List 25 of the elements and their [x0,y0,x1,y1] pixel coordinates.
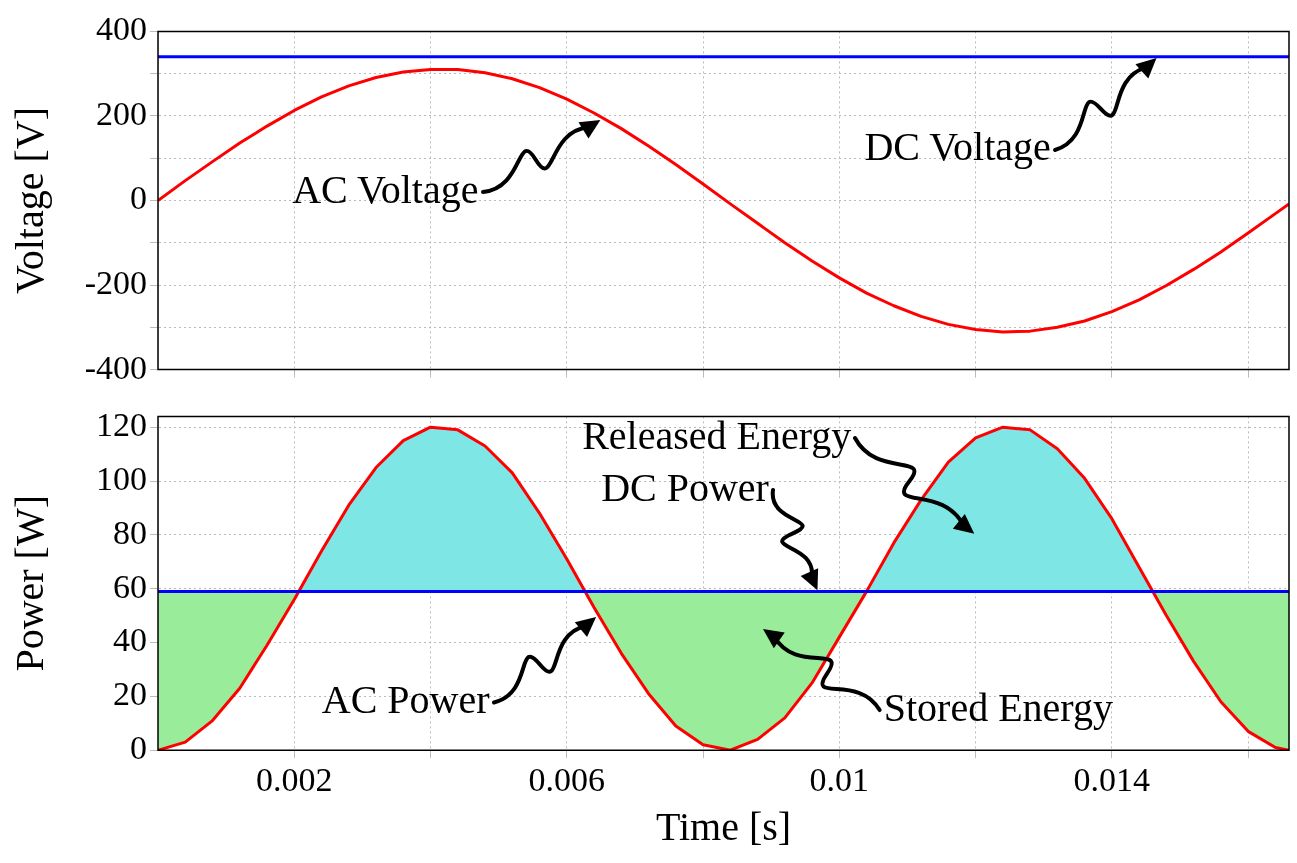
y-tick-label: 400 [96,10,147,48]
y-tick-label: 200 [96,94,147,132]
y-tick-label: 120 [96,406,147,444]
annotation: AC Voltage [292,166,479,212]
annotation: Stored Energy [883,684,1113,730]
x-tick-label: 0.002 [256,760,333,798]
x-tick-label: 0.006 [528,760,606,798]
y-tick-label: -200 [84,263,147,301]
y-tick-label: 0 [130,179,147,217]
x-tick-label: 0.01 [809,760,870,798]
annotation: Released Energy [582,412,852,458]
y-tick-label: 60 [113,567,147,605]
annotation: DC Voltage [864,124,1051,170]
y-axis-title: Voltage [V] [6,107,52,294]
y-tick-label: 0 [130,729,147,767]
y-tick-label: 80 [113,513,147,551]
x-axis-title: Time [s] [655,803,792,849]
y-tick-label: -400 [84,348,147,386]
annotation: AC Power [321,676,490,722]
annotation: DC Power [601,464,769,510]
y-tick-label: 40 [113,621,147,659]
y-tick-label: 20 [113,675,147,713]
x-tick-label: 0.014 [1073,760,1151,798]
y-axis-title: Power [W] [6,495,52,672]
y-tick-label: 100 [96,459,147,497]
